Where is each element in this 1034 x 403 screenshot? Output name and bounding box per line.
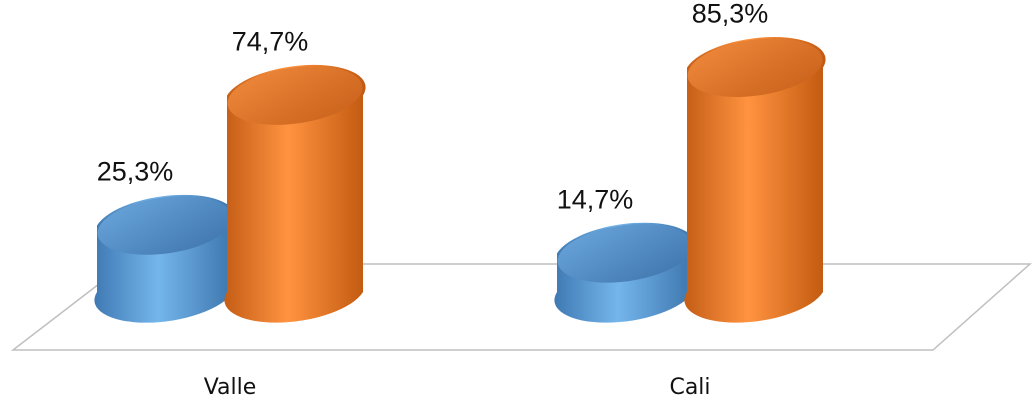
bar-valle-series-1 xyxy=(94,194,236,323)
data-labels-group: 25,3% 74,7% 14,7% 85,3% xyxy=(97,0,769,214)
data-label-cali-series-2: 85,3% xyxy=(692,0,769,29)
bars-group xyxy=(94,37,826,323)
bar-body xyxy=(684,37,826,323)
bar-cali-series-2 xyxy=(684,37,826,323)
category-label-valle: Valle xyxy=(204,375,257,400)
bar-top xyxy=(687,38,823,97)
data-label-cali-series-1: 14,7% xyxy=(557,184,634,214)
bar-top xyxy=(97,196,233,255)
category-labels-group: Valle Cali xyxy=(204,375,711,400)
data-label-valle-series-1: 25,3% xyxy=(97,156,174,186)
bar-body xyxy=(224,64,366,323)
category-label-cali: Cali xyxy=(669,375,710,400)
bar-valle-series-2 xyxy=(224,64,366,323)
bar-cali-series-1 xyxy=(554,222,696,323)
bar-top xyxy=(227,66,363,125)
data-label-valle-series-2: 74,7% xyxy=(232,27,309,57)
bar-top xyxy=(557,224,693,283)
